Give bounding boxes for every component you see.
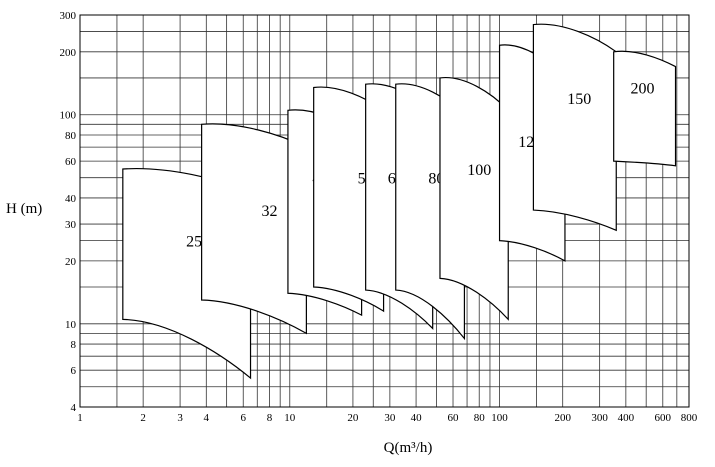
y-tick-label: 20 bbox=[65, 256, 77, 268]
region-label-32: 32 bbox=[261, 203, 277, 220]
x-tick-label: 60 bbox=[448, 412, 460, 424]
x-tick-label: 600 bbox=[655, 412, 672, 424]
x-axis-title: Q(m³/h) bbox=[384, 440, 433, 456]
x-tick-label: 8 bbox=[267, 412, 273, 424]
y-tick-label: 40 bbox=[65, 193, 77, 205]
pump-region-150 bbox=[533, 24, 616, 230]
pump-region-200 bbox=[614, 51, 676, 166]
region-label-100: 100 bbox=[467, 162, 491, 179]
region-layer: 253240506580100125150200 bbox=[123, 24, 676, 378]
y-tick-label: 4 bbox=[71, 402, 77, 414]
y-tick-label: 300 bbox=[60, 10, 77, 22]
y-tick-label: 200 bbox=[60, 47, 77, 59]
x-tick-label: 3 bbox=[177, 412, 183, 424]
x-tick-label: 100 bbox=[491, 412, 508, 424]
x-tick-label: 300 bbox=[591, 412, 608, 424]
region-label-200: 200 bbox=[630, 80, 654, 97]
y-tick-label: 100 bbox=[60, 110, 77, 122]
y-axis-title: H (m) bbox=[6, 201, 42, 217]
x-tick-label: 30 bbox=[384, 412, 396, 424]
y-tick-label: 8 bbox=[71, 339, 77, 351]
x-tick-label: 6 bbox=[240, 412, 246, 424]
x-tick-label: 10 bbox=[284, 412, 296, 424]
x-tick-label: 20 bbox=[347, 412, 359, 424]
y-tick-labels: 4 6 8 10 20 30 40 60 80 100 200 300 bbox=[60, 10, 77, 414]
region-label-150: 150 bbox=[567, 91, 591, 108]
x-tick-label: 1 bbox=[77, 412, 83, 424]
x-tick-label: 80 bbox=[474, 412, 486, 424]
x-tick-label: 40 bbox=[411, 412, 423, 424]
y-tick-label: 60 bbox=[65, 156, 77, 168]
y-tick-label: 6 bbox=[71, 365, 77, 377]
x-tick-label: 2 bbox=[140, 412, 146, 424]
y-tick-label: 80 bbox=[65, 130, 77, 142]
x-tick-label: 4 bbox=[204, 412, 210, 424]
y-tick-label: 30 bbox=[65, 219, 77, 231]
x-tick-label: 800 bbox=[681, 412, 698, 424]
x-tick-label: 400 bbox=[618, 412, 635, 424]
y-tick-label: 10 bbox=[65, 319, 77, 331]
region-label-25: 25 bbox=[186, 234, 202, 251]
x-tick-label: 200 bbox=[554, 412, 571, 424]
x-tick-labels: 1 2 3 4 6 8 10 20 30 40 60 80 100 200 300 400 600 800 bbox=[77, 412, 698, 424]
